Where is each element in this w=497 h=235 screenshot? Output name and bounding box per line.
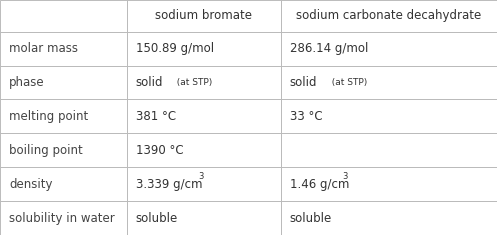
Bar xyxy=(281,0,497,32)
Bar xyxy=(127,133,281,167)
Bar xyxy=(127,0,281,32)
Bar xyxy=(281,201,497,235)
Text: density: density xyxy=(9,178,53,191)
Text: sodium bromate: sodium bromate xyxy=(155,9,252,22)
Bar xyxy=(127,99,281,133)
Text: 1390 °C: 1390 °C xyxy=(136,144,183,157)
Text: 33 °C: 33 °C xyxy=(290,110,323,123)
Text: 3: 3 xyxy=(342,172,347,181)
Bar xyxy=(281,66,497,99)
Text: solid: solid xyxy=(136,76,163,89)
Text: solubility in water: solubility in water xyxy=(9,212,115,225)
Text: 3.339 g/cm: 3.339 g/cm xyxy=(136,178,202,191)
Text: 1.46 g/cm: 1.46 g/cm xyxy=(290,178,349,191)
Bar xyxy=(0,133,127,167)
Bar xyxy=(0,99,127,133)
Text: melting point: melting point xyxy=(9,110,88,123)
Bar xyxy=(127,32,281,66)
Text: phase: phase xyxy=(9,76,45,89)
Text: boiling point: boiling point xyxy=(9,144,83,157)
Text: soluble: soluble xyxy=(290,212,332,225)
Bar xyxy=(0,32,127,66)
Text: solid: solid xyxy=(290,76,317,89)
Bar xyxy=(127,167,281,201)
Bar xyxy=(0,66,127,99)
Text: molar mass: molar mass xyxy=(9,42,78,55)
Text: 3: 3 xyxy=(198,172,203,181)
Bar xyxy=(281,32,497,66)
Text: soluble: soluble xyxy=(136,212,178,225)
Bar xyxy=(127,66,281,99)
Bar xyxy=(0,167,127,201)
Bar xyxy=(0,201,127,235)
Text: (at STP): (at STP) xyxy=(171,78,213,87)
Bar xyxy=(281,133,497,167)
Bar xyxy=(281,167,497,201)
Text: 381 °C: 381 °C xyxy=(136,110,176,123)
Bar xyxy=(0,0,127,32)
Text: sodium carbonate decahydrate: sodium carbonate decahydrate xyxy=(296,9,482,22)
Text: 150.89 g/mol: 150.89 g/mol xyxy=(136,42,214,55)
Text: 286.14 g/mol: 286.14 g/mol xyxy=(290,42,368,55)
Text: (at STP): (at STP) xyxy=(326,78,367,87)
Bar xyxy=(127,201,281,235)
Bar xyxy=(281,99,497,133)
